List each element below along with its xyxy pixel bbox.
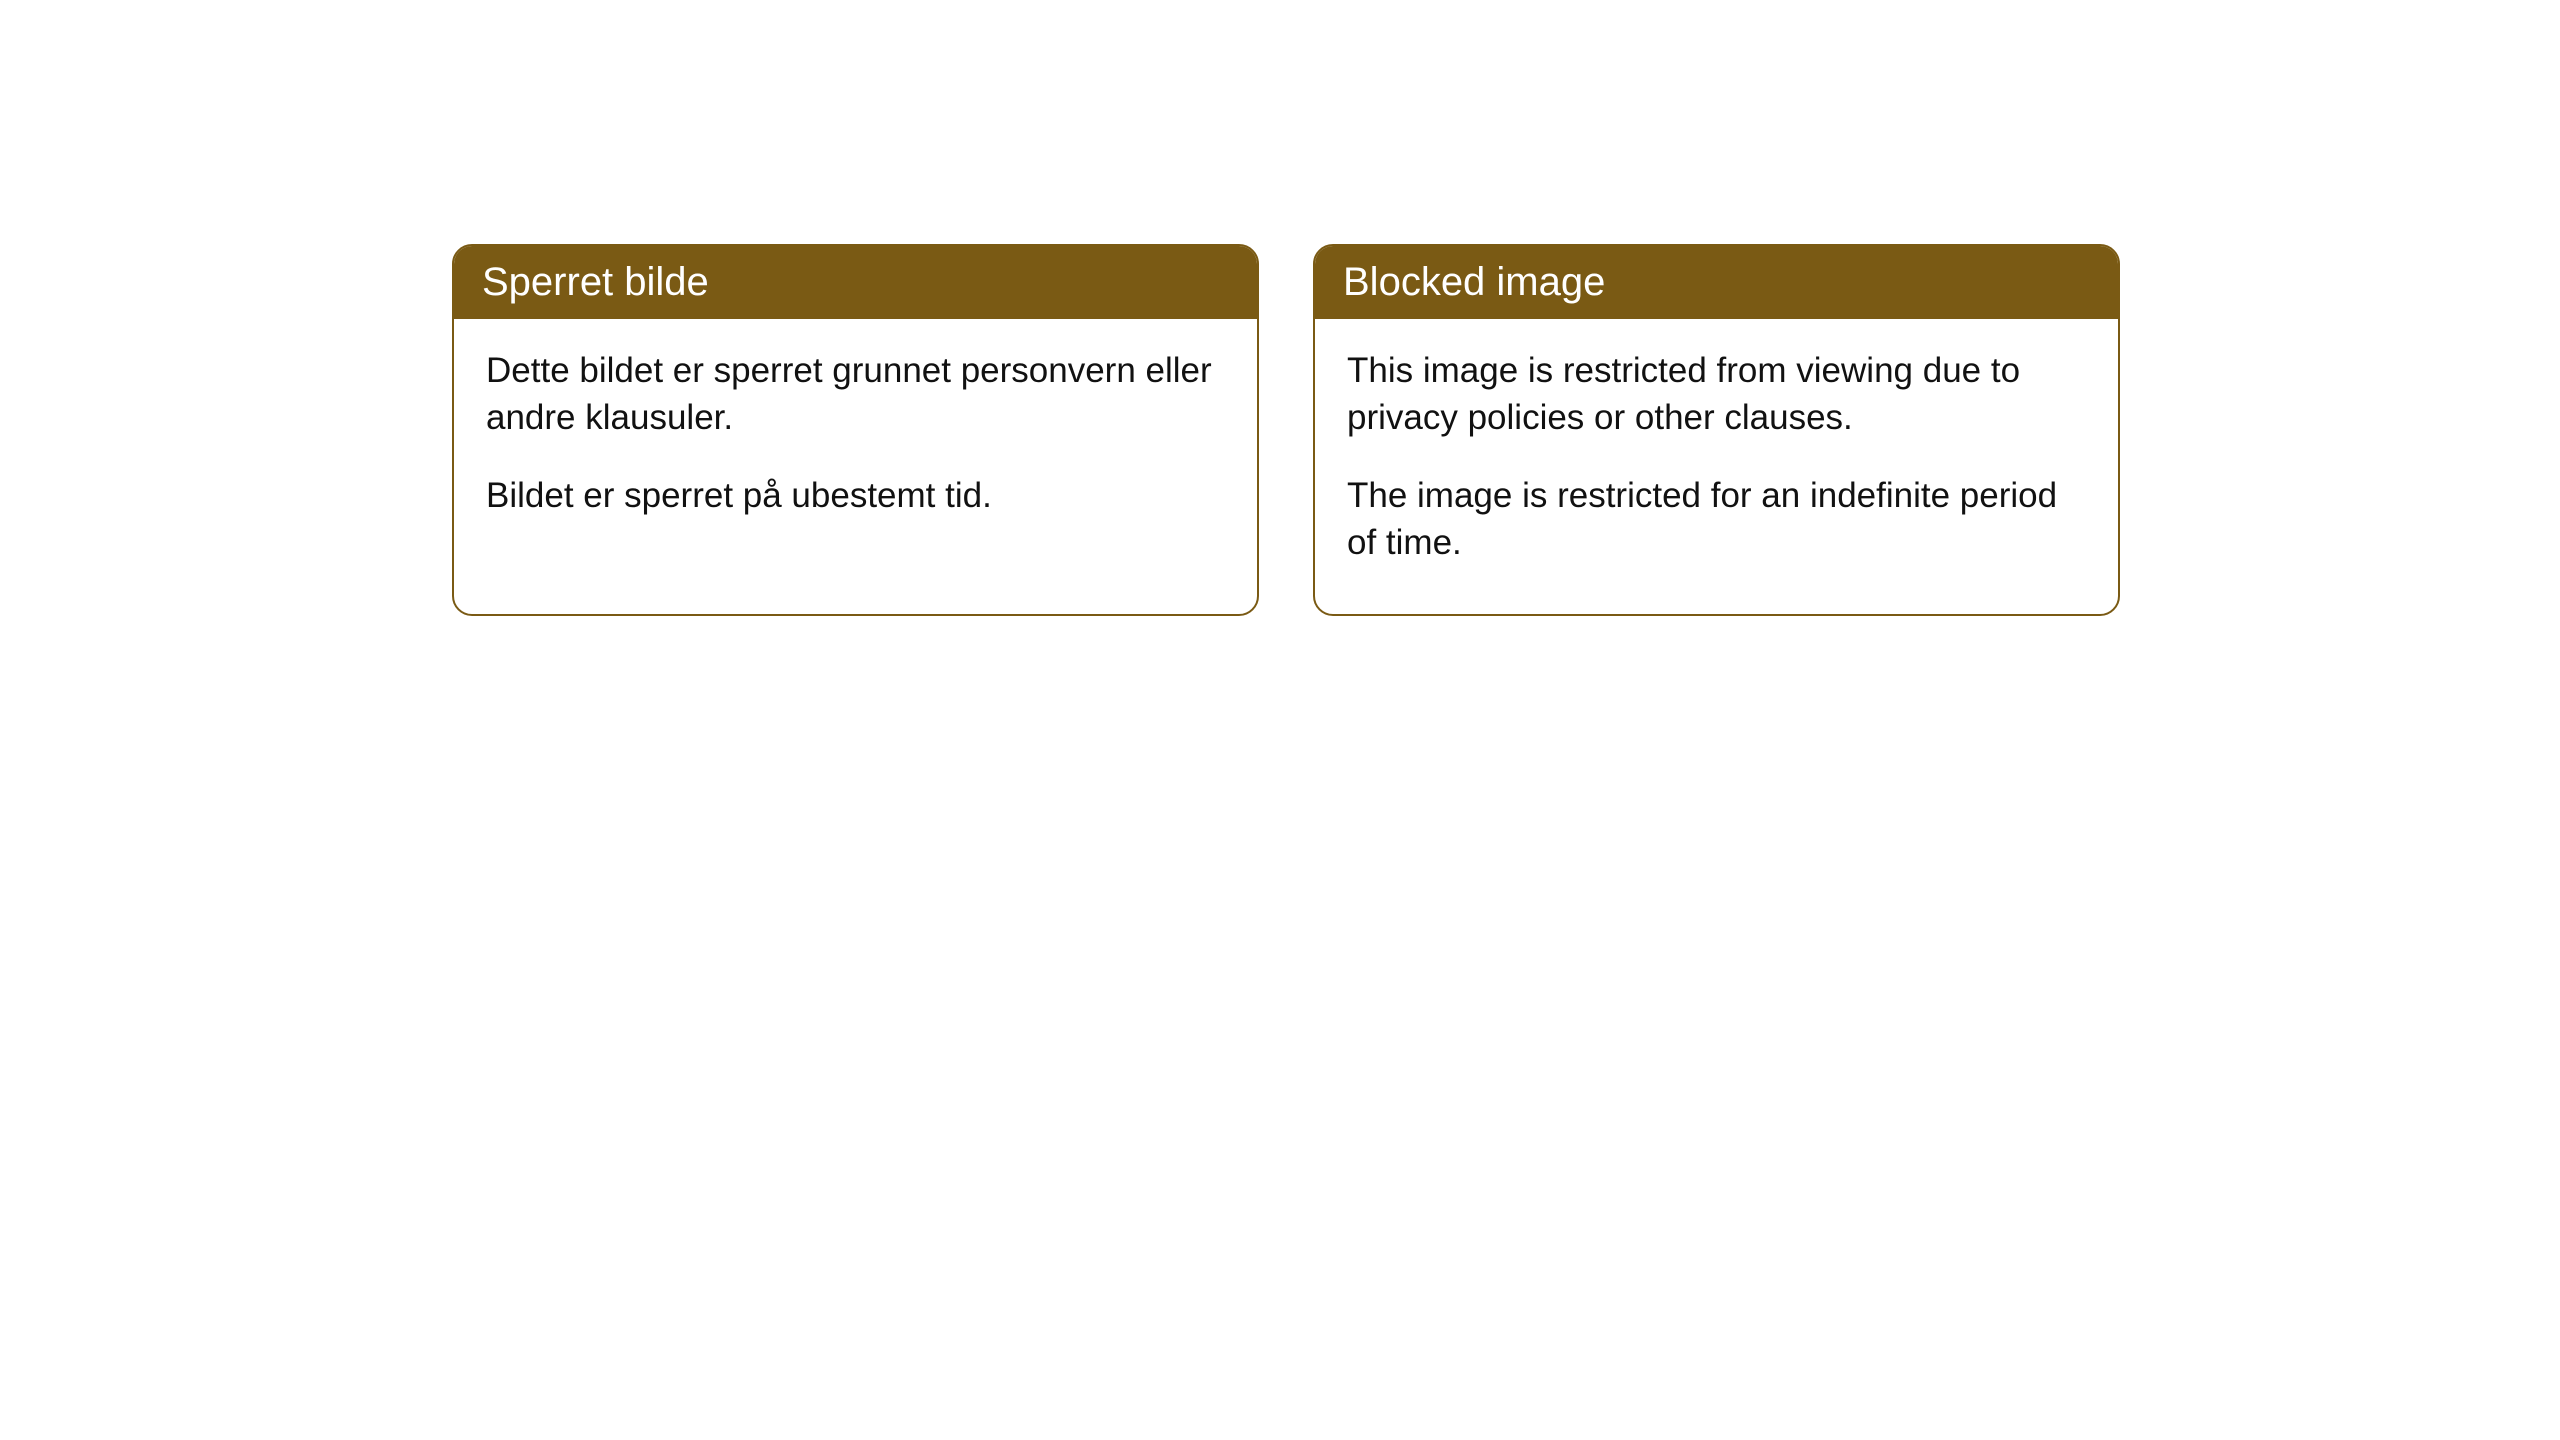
notice-card-norwegian: Sperret bilde Dette bildet er sperret gr…: [452, 244, 1259, 616]
card-body: Dette bildet er sperret grunnet personve…: [454, 319, 1257, 567]
card-title: Sperret bilde: [482, 260, 709, 304]
card-body: This image is restricted from viewing du…: [1315, 319, 2118, 614]
card-paragraph: Bildet er sperret på ubestemt tid.: [486, 472, 1225, 519]
card-title: Blocked image: [1343, 260, 1605, 304]
notice-container: Sperret bilde Dette bildet er sperret gr…: [0, 0, 2560, 616]
notice-card-english: Blocked image This image is restricted f…: [1313, 244, 2120, 616]
card-paragraph: This image is restricted from viewing du…: [1347, 347, 2086, 442]
card-paragraph: The image is restricted for an indefinit…: [1347, 472, 2086, 567]
card-header: Blocked image: [1315, 246, 2118, 319]
card-paragraph: Dette bildet er sperret grunnet personve…: [486, 347, 1225, 442]
card-header: Sperret bilde: [454, 246, 1257, 319]
